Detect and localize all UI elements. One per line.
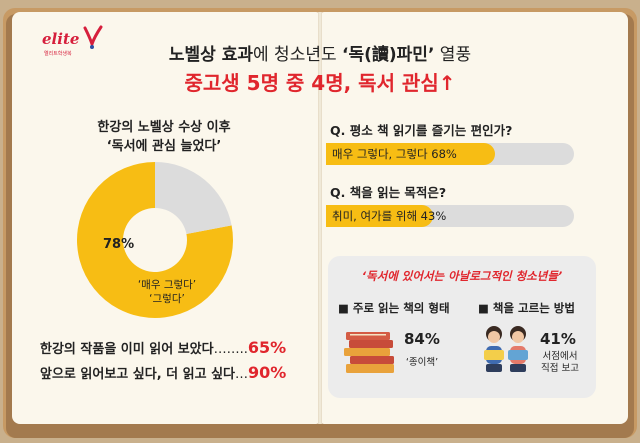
logo-wordmark: elite (42, 30, 80, 48)
left-title-line2: ‘독서에 관심 늘었다’ (106, 139, 222, 154)
paper-book-percent: 84% (404, 330, 440, 348)
headline: 노벨상 효과에 청소년도 ‘독(讀)파민’ 열풍 (0, 40, 640, 65)
left-title-line1: 한강의 노벨상 수상 이후 (97, 120, 231, 135)
headline-bold-2: ‘독(讀)파민’ (342, 45, 435, 65)
q1-answer-label: 매우 그렇다, 그렇다 68% (332, 147, 457, 161)
headline-mid: 에 청소년도 (253, 45, 343, 65)
stat2-dots: … (235, 367, 249, 382)
q1-bar-fill (326, 143, 495, 165)
stat1-text: 한강의 작품을 이미 읽어 보았다 (40, 342, 214, 357)
bookstore-desc-line2: 직접 보고 (541, 363, 579, 374)
stat-want-to-read: 앞으로 읽어보고 싶다, 더 읽고 싶다…90% (40, 363, 286, 382)
bookstore-desc-line1: 서점에서 (542, 351, 578, 362)
book-choice-label: ■ 책을 고르는 방법 (478, 301, 575, 315)
stat1-dots: …….. (213, 342, 248, 357)
analog-box (328, 256, 596, 398)
headline-end: 열풍 (434, 45, 472, 65)
paper-book-desc: ‘종이책’ (405, 357, 439, 368)
logo-tagline: 엘리트학생복 (44, 51, 72, 57)
logo-mark-icon (83, 25, 103, 49)
question-1: Q. 평소 책 읽기를 즐기는 편인가? (330, 123, 513, 138)
q2-answer-label: 취미, 여가를 위해 43% (332, 209, 447, 223)
analog-box-title: ‘독서에 있어서는 아날로그적인 청소년들’ (361, 269, 563, 283)
q1-bar-track: 매우 그렇다, 그렇다 68% (326, 143, 574, 165)
book-spine (318, 12, 322, 424)
students-reading-icon (484, 326, 528, 372)
subhead: 중고생 5명 중 4명, 독서 관심↑ (184, 71, 456, 95)
pie-percent-label: 78% (103, 237, 134, 252)
pie-slice-yes (77, 162, 234, 318)
stat-read-already: 한강의 작품을 이미 읽어 보았다……..65% (40, 338, 286, 357)
left-page (12, 12, 320, 424)
stat2-text: 앞으로 읽어보고 싶다, 더 읽고 싶다 (40, 367, 236, 382)
question-2: Q. 책을 읽는 목적은? (330, 185, 447, 200)
q2-bar-track: 취미, 여가를 위해 43% (326, 205, 574, 227)
stat1-percent: 65% (247, 338, 287, 357)
book-stack-icon (344, 332, 394, 373)
stat2-percent: 90% (248, 363, 287, 382)
book-format-label: ■ 주로 읽는 책의 형태 (338, 301, 450, 315)
pie-answer-line1: ‘매우 그렇다’ (138, 278, 196, 291)
headline-bold-1: 노벨상 효과 (168, 45, 254, 65)
donut-chart: 78% ‘매우 그렇다’ ‘그렇다’ (77, 162, 234, 318)
bookstore-percent: 41% (540, 330, 576, 348)
q2-bar-fill (326, 205, 433, 227)
pie-slice-other (155, 162, 232, 235)
left-title: 한강의 노벨상 수상 이후 ‘독서에 관심 늘었다’ (44, 118, 284, 156)
pie-answer-line2: ‘그렇다’ (149, 292, 185, 305)
bookstore-desc: 서점에서 직접 보고 (532, 351, 588, 375)
